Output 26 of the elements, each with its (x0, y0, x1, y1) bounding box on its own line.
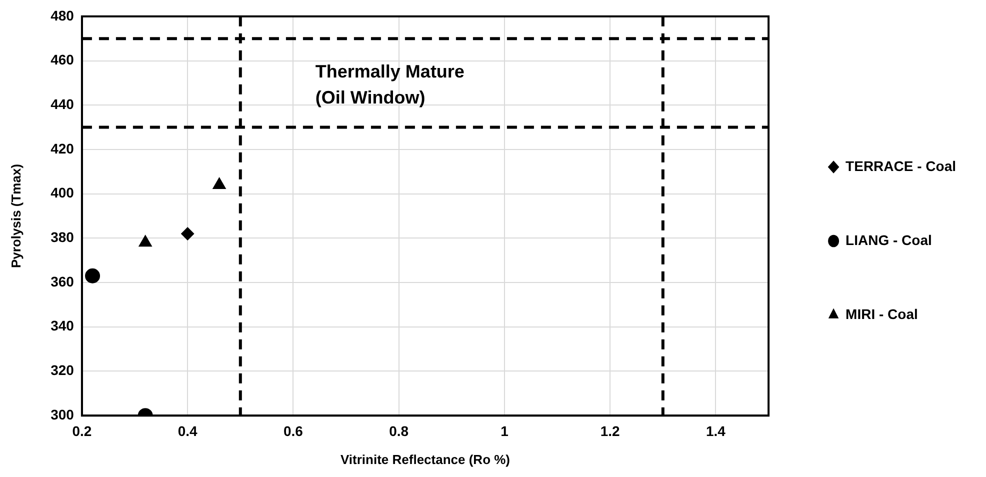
x-tick-label: 0.6 (283, 422, 304, 439)
x-tick-label: 1.2 (600, 422, 620, 439)
annotation: Thermally Mature (Oil Window) (315, 61, 464, 108)
x-tick-label: 0.2 (72, 422, 92, 439)
y-tick-label: 480 (50, 7, 74, 24)
y-tick-label: 320 (50, 362, 74, 378)
point (138, 235, 152, 247)
y-tick-label: 440 (50, 96, 74, 112)
y-tick-label: 380 (50, 229, 74, 246)
y-axis-title: Pyrolysis (Tmax) (8, 164, 24, 268)
x-tick-label: 1 (500, 422, 509, 439)
legend-label: TERRACE - Coal (846, 158, 956, 174)
legend-label: MIRI - Coal (846, 306, 918, 322)
y-tick-label: 300 (50, 406, 74, 422)
y-tick-label: 420 (50, 140, 74, 156)
x-tick-label: 1.4 (706, 422, 726, 439)
x-axis-title: Vitrinite Reflectance (Ro %) (340, 452, 510, 467)
y-tick-label: 460 (50, 52, 74, 68)
y-tick-label: 400 (50, 184, 74, 201)
x-tick-label: 0.4 (178, 422, 198, 439)
y-tick-label: 340 (50, 318, 74, 334)
point (212, 177, 226, 189)
point (181, 227, 194, 240)
x-tick-label: 0.8 (389, 422, 409, 439)
legend-label: LIANG - Coal (846, 232, 932, 248)
y-tick-label: 360 (50, 273, 74, 290)
